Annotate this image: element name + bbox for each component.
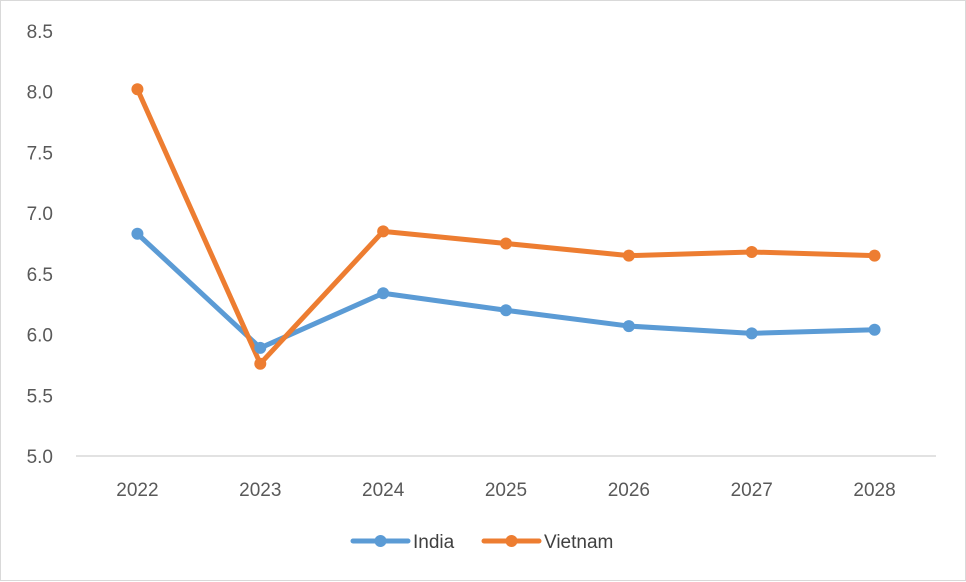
x-tick-label: 2026: [608, 480, 650, 501]
data-point-vietnam: [254, 357, 267, 370]
data-point-vietnam: [622, 249, 635, 262]
data-point-india: [377, 287, 390, 300]
y-tick-label: 5.5: [27, 386, 53, 407]
x-tick-label: 2025: [485, 480, 527, 501]
y-tick-label: 6.0: [27, 326, 53, 347]
x-tick-label: 2028: [853, 480, 895, 501]
y-tick-label: 7.5: [27, 143, 53, 164]
y-tick-label: 6.5: [27, 265, 53, 286]
y-tick-label: 7.0: [27, 204, 53, 225]
y-tick-label: 8.5: [27, 22, 53, 43]
x-tick-label: 2022: [116, 480, 158, 501]
legend-label-vietnam: Vietnam: [544, 532, 613, 553]
data-point-vietnam: [500, 237, 512, 250]
legend-label-india: India: [413, 532, 455, 553]
x-tick-label: 2027: [731, 480, 773, 501]
data-point-india: [254, 341, 267, 354]
legend-marker-vietnam: [505, 535, 518, 547]
data-point-vietnam: [131, 83, 144, 96]
data-point-india: [500, 304, 512, 317]
x-tick-label: 2024: [362, 480, 405, 501]
series-line-vietnam: [134, 86, 878, 367]
data-point-vietnam: [868, 249, 881, 262]
legend-marker-india: [374, 535, 387, 547]
data-point-vietnam: [745, 246, 758, 258]
data-point-india: [868, 323, 881, 336]
data-point-india: [745, 327, 758, 340]
y-tick-label: 5.0: [27, 447, 53, 468]
x-tick-label: 2023: [239, 480, 281, 501]
y-tick-label: 8.0: [27, 83, 53, 104]
data-point-india: [622, 320, 635, 333]
data-point-india: [131, 227, 144, 240]
data-point-vietnam: [377, 225, 390, 238]
